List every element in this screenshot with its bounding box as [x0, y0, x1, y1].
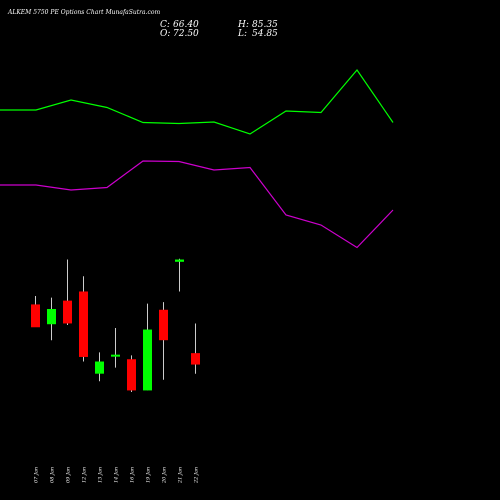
x-tick-label: 20 Jan — [162, 467, 168, 484]
candle-body — [95, 361, 104, 374]
upper-band-line — [0, 69, 394, 135]
lower-band-line — [0, 160, 394, 249]
x-tick-label: 09 Jan — [66, 467, 72, 483]
high-value: 85.35 — [252, 20, 278, 30]
x-tick-label: 07 Jan — [34, 467, 40, 483]
close-label: C: — [160, 20, 170, 30]
candle-body — [127, 359, 136, 391]
candle-body — [191, 353, 200, 365]
candle-body — [111, 354, 120, 357]
candle-body — [79, 291, 88, 357]
x-axis-ticks: 07 Jan 08 Jan 09 Jan 12 Jan 13 Jan 14 Jan 16 J… — [34, 467, 200, 484]
x-tick-label: 16 Jan — [130, 467, 136, 483]
x-tick-label: 13 Jan — [98, 467, 104, 483]
candle-body — [31, 304, 40, 328]
candles-group — [31, 258, 200, 392]
candle-body — [143, 329, 152, 391]
high-label: H: — [237, 20, 249, 30]
x-tick-label: 12 Jan — [82, 467, 88, 483]
low-value: 54.85 — [252, 29, 278, 39]
open-value: 72.50 — [173, 29, 199, 39]
chart-title: ALKEM 5750 PE Options Chart MunafaSutra.… — [7, 9, 160, 16]
x-tick-label: 14 Jan — [114, 467, 120, 483]
candle-body — [47, 308, 56, 325]
low-label: L: — [237, 29, 247, 39]
x-tick-label: 08 Jan — [50, 467, 56, 483]
close-value: 66.40 — [173, 20, 199, 30]
candle-body — [63, 300, 72, 324]
candle-body — [159, 309, 168, 341]
x-tick-label: 19 Jan — [146, 467, 152, 483]
x-tick-label: 22 Jan — [194, 467, 200, 484]
candle-body — [175, 259, 184, 262]
open-label: O: — [160, 29, 170, 39]
ohlc-header: C: 66.40 H: 85.35 O: 72.50 L: 54.85 — [160, 20, 278, 39]
x-tick-label: 21 Jan — [178, 467, 184, 484]
